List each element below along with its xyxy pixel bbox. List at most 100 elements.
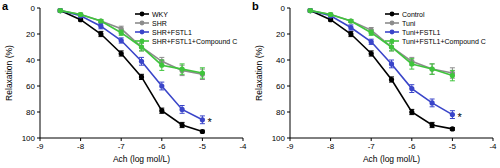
y-tick-label: 0 xyxy=(281,4,286,13)
legend-label: Tuni+FSTL1 xyxy=(402,29,441,36)
error-cap xyxy=(200,67,205,68)
error-bar xyxy=(119,51,124,56)
x-tick-label: -8 xyxy=(77,142,85,151)
legend-label: SHR+FSTL1 xyxy=(152,29,192,36)
legend: ControlTuniTuni+FSTL1Tuni+FSTL1+Compound… xyxy=(385,11,486,46)
y-tick xyxy=(287,112,290,113)
error-bar xyxy=(430,122,435,127)
point xyxy=(389,44,394,49)
point xyxy=(139,44,144,49)
error-bar xyxy=(348,31,353,36)
point xyxy=(98,18,103,23)
point xyxy=(308,8,313,13)
point xyxy=(389,61,394,66)
point xyxy=(369,51,374,56)
series-line xyxy=(60,11,202,120)
error-bar xyxy=(119,30,124,35)
x-tick xyxy=(40,138,41,141)
error-bar xyxy=(159,60,164,70)
figure: a020406080100-9-8-7-6-5-4Ach (log mol/L)… xyxy=(0,0,500,168)
error-cap xyxy=(430,74,435,75)
error-bar xyxy=(119,38,124,43)
error-bar xyxy=(389,60,394,68)
y-tick xyxy=(287,86,290,87)
point xyxy=(159,108,164,113)
x-tick-label: -8 xyxy=(327,142,335,151)
error-bar xyxy=(430,64,435,74)
error-cap xyxy=(139,57,144,58)
y-tick-label: 60 xyxy=(26,82,35,91)
x-tick xyxy=(371,138,372,141)
y-tick-label: 60 xyxy=(276,82,285,91)
point xyxy=(159,83,164,88)
error-bar xyxy=(409,85,414,93)
point xyxy=(119,30,124,35)
point xyxy=(139,74,144,79)
point xyxy=(409,61,414,66)
point xyxy=(159,63,164,68)
x-tick xyxy=(243,138,244,141)
point xyxy=(328,12,333,17)
y-tick-label: 100 xyxy=(272,134,286,143)
error-cap xyxy=(180,74,185,75)
x-tick xyxy=(493,138,494,141)
error-bar xyxy=(369,51,374,56)
point xyxy=(409,86,414,91)
error-cap xyxy=(180,105,185,106)
x-axis-label: Ach (log mol/L) xyxy=(113,154,170,164)
error-cap xyxy=(409,92,414,93)
point xyxy=(200,70,205,75)
legend-marker xyxy=(390,30,395,35)
error-cap xyxy=(159,60,164,61)
y-tick-label: 100 xyxy=(22,134,36,143)
point xyxy=(369,30,374,35)
y-tick-label: 20 xyxy=(276,30,285,39)
error-cap xyxy=(200,123,205,124)
legend-label: WKY xyxy=(152,11,168,18)
x-tick-label: -6 xyxy=(158,142,166,151)
point xyxy=(409,109,414,114)
error-cap xyxy=(180,113,185,114)
error-bar xyxy=(180,122,185,127)
legend-label: Tuni+FSTL1+Compound C xyxy=(402,38,486,46)
point xyxy=(348,18,353,23)
point xyxy=(78,12,83,17)
error-cap xyxy=(409,58,414,59)
error-bar xyxy=(369,30,374,35)
x-tick-label: -4 xyxy=(239,142,247,151)
error-cap xyxy=(159,82,164,83)
error-cap xyxy=(389,67,394,68)
error-cap xyxy=(139,50,144,51)
y-tick xyxy=(37,86,40,87)
error-bar xyxy=(450,70,455,80)
point xyxy=(348,25,353,30)
error-bar xyxy=(200,68,205,78)
error-cap xyxy=(159,70,164,71)
error-cap xyxy=(159,89,164,90)
error-bar xyxy=(409,109,414,114)
series-line xyxy=(310,11,452,115)
y-tick xyxy=(287,8,290,9)
y-axis-label: Relaxation (%) xyxy=(4,45,14,101)
y-axis xyxy=(290,8,291,138)
legend-marker xyxy=(140,12,145,17)
error-cap xyxy=(180,75,185,76)
point xyxy=(308,8,313,13)
y-tick-label: 40 xyxy=(26,56,35,65)
point xyxy=(430,100,435,105)
error-bar xyxy=(139,74,144,79)
point xyxy=(119,51,124,56)
error-cap xyxy=(200,79,205,80)
point xyxy=(430,67,435,72)
error-cap xyxy=(139,50,144,51)
panel: a020406080100-9-8-7-6-5-4Ach (log mol/L)… xyxy=(2,0,247,164)
error-cap xyxy=(409,84,414,85)
panel-label: b xyxy=(252,0,259,12)
y-tick xyxy=(37,8,40,9)
panel: b020406080100-9-8-7-6-5-4Ach (log mol/L)… xyxy=(252,0,497,164)
error-bar xyxy=(98,31,103,36)
error-bar xyxy=(348,25,353,30)
error-cap xyxy=(430,63,435,64)
point xyxy=(58,8,63,13)
point xyxy=(389,77,394,82)
